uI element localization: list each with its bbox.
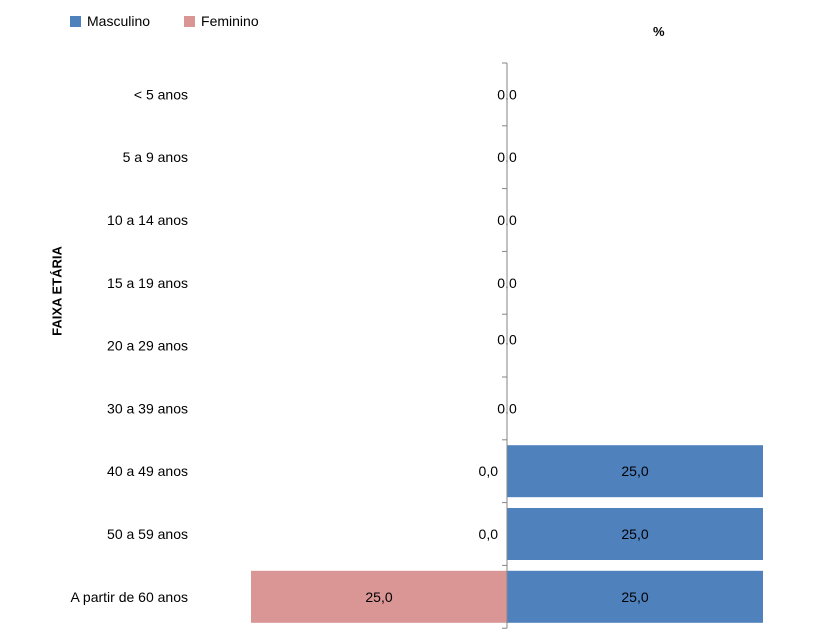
category-label-15-a-19-anos: 15 a 19 anos — [107, 275, 188, 291]
category-label-20-a-29-anos: 20 a 29 anos — [107, 338, 188, 354]
data-label-masculino-50-a-59-anos: 25,0 — [621, 526, 648, 542]
bar-masculino-40-a-49-anos — [507, 445, 763, 498]
category-label-5-a-9-anos: 5 a 9 anos — [123, 149, 188, 165]
legend-item-feminino: Feminino — [184, 13, 259, 29]
legend-swatch-feminino — [184, 15, 196, 27]
data-label-feminino-40-a-49-anos: 0,0 — [479, 463, 499, 479]
category-label-10-a-14-anos: 10 a 14 anos — [107, 212, 188, 228]
category-label-a-partir-de-60-anos: A partir de 60 anos — [70, 589, 188, 605]
x-axis-label: % — [653, 24, 665, 39]
legend-label-masculino: Masculino — [87, 13, 151, 29]
bar-masculino-a-partir-de-60-anos — [507, 570, 763, 623]
category-label-40-a-49-anos: 40 a 49 anos — [107, 463, 188, 479]
bar-feminino-a-partir-de-60-anos — [251, 570, 507, 623]
data-label-masculino-40-a-49-anos: 25,0 — [621, 463, 648, 479]
data-label-feminino-50-a-59-anos: 0,0 — [479, 526, 499, 542]
legend: Masculino Feminino — [70, 13, 259, 29]
legend-item-masculino: Masculino — [70, 13, 150, 29]
legend-label-feminino: Feminino — [201, 13, 259, 29]
bar-masculino-50-a-59-anos — [507, 508, 763, 560]
category-label-5-anos: < 5 anos — [134, 86, 188, 102]
category-label-30-a-39-anos: 30 a 39 anos — [107, 400, 188, 416]
data-label-masculino-a-partir-de-60-anos: 25,0 — [621, 589, 648, 605]
legend-swatch-masculino — [70, 15, 81, 27]
data-label-feminino-a-partir-de-60-anos: 25,0 — [365, 589, 392, 605]
category-label-50-a-59-anos: 50 a 59 anos — [107, 526, 188, 542]
